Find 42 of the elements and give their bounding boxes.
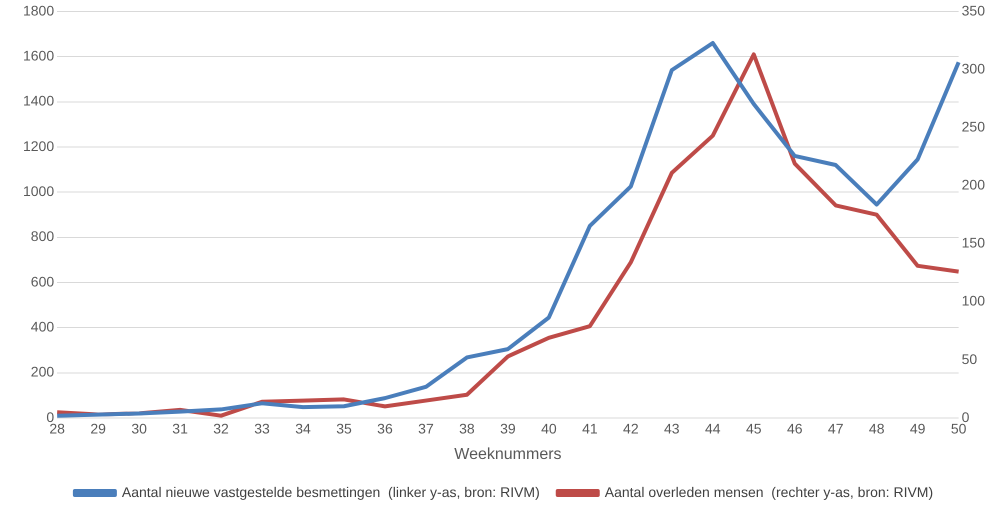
y-tick-label: 1000 [22,182,54,199]
y-tick-label: 200 [30,364,54,380]
x-tick-label: 41 [582,420,598,436]
y-tick-label: 1400 [22,92,54,109]
y-tick-label: 1200 [22,138,54,154]
y-tick-label: 0 [46,408,54,425]
x-tick-label: 43 [664,420,680,436]
y2-tick-label: 0 [962,408,970,425]
y2-tick-label: 250 [962,118,986,134]
y2-tick-label: 200 [962,176,986,193]
x-tick-label: 38 [459,420,475,436]
x-tick-label: 45 [746,420,762,436]
x-tick-label: 44 [704,420,721,436]
y-tick-label: 1800 [22,2,54,18]
x-tick-label: 48 [868,420,885,436]
y2-tick-label: 50 [962,350,978,367]
x-tick-label: 46 [786,420,803,436]
x-tick-label: 33 [254,420,270,436]
x-tick-label: 49 [910,420,926,436]
x-tick-label: 35 [336,420,352,436]
x-tick-label: 47 [828,420,844,436]
x-tick-label: 36 [377,420,393,436]
y-tick-label: 600 [30,273,54,290]
y2-tick-label: 150 [962,234,986,251]
y-tick-label: 400 [30,318,54,335]
legend-label: Aantal overleden mensen (rechter y-as, bron: RIVM) [604,484,934,500]
y-tick-label: 1600 [22,47,54,64]
x-tick-label: 29 [90,420,106,436]
x-tick-label: 39 [500,420,516,436]
y2-tick-label: 100 [962,292,986,309]
x-tick-label: 42 [623,420,639,436]
x-tick-label: 34 [295,420,312,436]
y-tick-label: 800 [30,228,54,244]
x-tick-label: 31 [172,420,188,436]
y2-tick-label: 300 [962,60,986,76]
x-axis-title: Weeknummers [454,446,562,463]
y2-tick-label: 350 [962,2,986,18]
x-tick-label: 32 [213,420,230,436]
x-tick-label: 37 [418,420,434,436]
x-tick-label: 30 [131,420,148,436]
x-tick-label: 40 [541,420,557,436]
legend-label: Aantal nieuwe vastgestelde besmettingen (linker y-as, bron: RIVM) [122,484,540,500]
